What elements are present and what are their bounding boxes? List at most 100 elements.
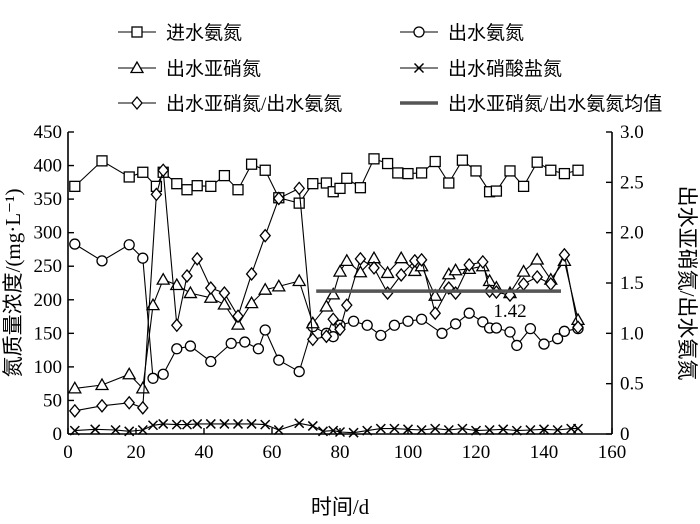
data-point: [332, 264, 348, 277]
data-point: [538, 338, 550, 350]
data-point: [273, 354, 285, 366]
legend-label: 出水氨氮: [448, 22, 524, 44]
series-3: [69, 418, 584, 438]
data-point: [443, 177, 455, 189]
data-point: [368, 260, 380, 275]
data-point: [538, 424, 550, 435]
data-point: [232, 309, 244, 324]
data-point: [137, 166, 149, 178]
data-point: [293, 181, 306, 196]
data-point: [217, 297, 232, 310]
data-point: [147, 420, 159, 431]
data-point: [271, 279, 286, 292]
y-left-tick-label: 0: [53, 424, 63, 445]
x-tick-label: 100: [394, 442, 423, 463]
data-point: [156, 272, 171, 285]
series-2: [67, 250, 586, 394]
data-point: [558, 247, 571, 262]
data-point: [517, 180, 530, 193]
data-point: [317, 426, 329, 437]
data-point: [457, 423, 468, 434]
data-point: [171, 178, 183, 190]
data-point: [137, 252, 149, 264]
data-point: [259, 324, 271, 336]
data-point: [572, 164, 584, 176]
data-point: [110, 424, 121, 436]
legend-item: 出水氨氮: [400, 22, 524, 44]
data-point: [123, 239, 135, 251]
data-point: [334, 322, 346, 337]
data-point: [436, 327, 448, 339]
data-point: [353, 264, 368, 278]
data-point: [157, 368, 169, 380]
y-left-tick-label: 150: [34, 323, 63, 344]
data-point: [429, 155, 441, 168]
data-point: [320, 177, 333, 189]
y-left-tick-label: 50: [43, 390, 62, 411]
legend-item: 出水亚硝氮/出水氨氮: [118, 93, 342, 115]
data-point: [205, 418, 216, 429]
data-point: [259, 164, 271, 176]
data-point: [525, 424, 536, 436]
data-point: [470, 165, 482, 177]
x-tick-label: 0: [63, 442, 73, 463]
data-point: [394, 250, 409, 264]
annotation-layer: 1.42: [493, 301, 526, 322]
data-point: [375, 423, 386, 434]
series-line: [74, 257, 579, 390]
data-point: [558, 325, 571, 337]
data-point: [517, 276, 530, 292]
mean-value-label: 1.42: [493, 301, 526, 322]
data-point: [362, 425, 373, 436]
data-point: [181, 268, 193, 283]
data-point: [293, 365, 305, 378]
data-point: [354, 182, 367, 194]
data-point: [490, 185, 503, 197]
data-point: [245, 158, 258, 170]
data-point: [191, 251, 204, 266]
data-point: [320, 329, 333, 344]
data-point: [334, 182, 346, 195]
data-point: [511, 339, 523, 352]
data-point: [96, 155, 108, 167]
data-point: [504, 326, 516, 338]
data-point: [170, 318, 183, 333]
data-point: [558, 167, 571, 180]
y-right-tick-label: 1.0: [620, 323, 644, 344]
data-point: [340, 298, 353, 313]
data-point: [230, 317, 246, 330]
data-point: [252, 343, 265, 355]
y-right-tick-label: 3.0: [620, 122, 644, 143]
x-tick-label: 140: [530, 442, 559, 463]
data-point: [69, 425, 80, 436]
data-point: [181, 419, 193, 430]
series-0: [69, 153, 584, 209]
data-point: [292, 273, 307, 287]
legend-item: 进水氨氮: [118, 22, 242, 44]
y-left-tick-label: 300: [34, 223, 63, 244]
data-point: [530, 252, 545, 265]
legend-swatch-marker: [131, 26, 143, 38]
legend-item: 出水硝酸盐氮: [400, 58, 562, 80]
data-point: [69, 238, 81, 250]
data-point: [258, 282, 273, 295]
legend-item: 出水亚硝氮: [118, 58, 261, 80]
legend-label: 出水亚硝氮/出水氨氮均值: [448, 93, 662, 115]
data-point: [219, 418, 230, 429]
data-point: [402, 424, 414, 435]
data-point: [531, 156, 543, 168]
data-point: [551, 333, 564, 345]
legend-swatch-marker: [413, 26, 425, 38]
data-point: [68, 403, 81, 418]
data-point: [205, 355, 217, 368]
data-point: [456, 154, 469, 166]
y-left-tick-label: 100: [34, 357, 63, 378]
data-point: [380, 265, 395, 279]
data-point: [136, 400, 149, 415]
data-point: [150, 187, 163, 202]
data-point: [244, 295, 259, 309]
axes: 0 20 40 60 80 100 120 140 1600501001502002503003…: [1, 122, 699, 519]
series-1: [69, 238, 584, 384]
